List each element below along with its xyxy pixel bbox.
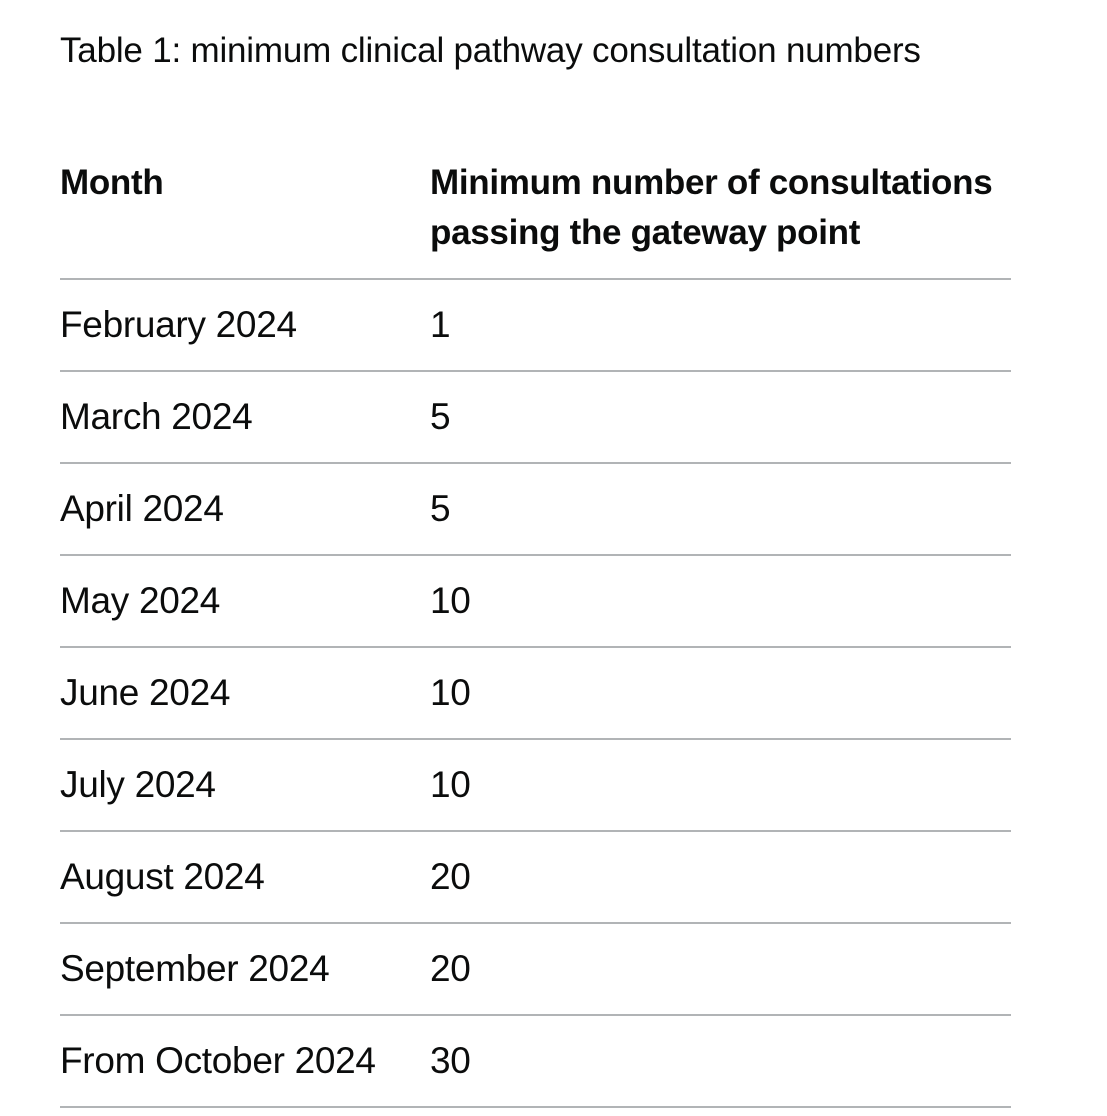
table-row: July 2024 10	[60, 739, 1011, 832]
consultation-table-container: Month Minimum number of consultations pa…	[60, 156, 1011, 1108]
cell-month: June 2024	[60, 647, 430, 740]
cell-minimum: 10	[430, 555, 1011, 648]
cell-minimum: 20	[430, 923, 1011, 1016]
cell-minimum: 10	[430, 647, 1011, 740]
cell-minimum: 1	[430, 279, 1011, 372]
table-header-row: Month Minimum number of consultations pa…	[60, 156, 1011, 280]
table-row: June 2024 10	[60, 647, 1011, 740]
cell-month: August 2024	[60, 831, 430, 924]
cell-month: March 2024	[60, 371, 430, 464]
table-row: August 2024 20	[60, 831, 1011, 924]
cell-minimum: 20	[430, 831, 1011, 924]
header-minimum-consultations: Minimum number of consultations passing …	[430, 156, 1011, 280]
table-row: February 2024 1	[60, 279, 1011, 372]
cell-minimum: 5	[430, 463, 1011, 556]
cell-minimum: 5	[430, 371, 1011, 464]
table-row: April 2024 5	[60, 463, 1011, 556]
table-row: September 2024 20	[60, 923, 1011, 1016]
cell-minimum: 30	[430, 1015, 1011, 1108]
cell-month: July 2024	[60, 739, 430, 832]
cell-month: May 2024	[60, 555, 430, 648]
cell-month: From October 2024	[60, 1015, 430, 1108]
consultation-numbers-table: Month Minimum number of consultations pa…	[60, 156, 1011, 1108]
table-row: March 2024 5	[60, 371, 1011, 464]
cell-month: September 2024	[60, 923, 430, 1016]
table-row: May 2024 10	[60, 555, 1011, 648]
cell-month: February 2024	[60, 279, 430, 372]
table-row: From October 2024 30	[60, 1015, 1011, 1108]
table-caption: Table 1: minimum clinical pathway consul…	[60, 31, 921, 70]
header-month: Month	[60, 156, 430, 280]
cell-month: April 2024	[60, 463, 430, 556]
cell-minimum: 10	[430, 739, 1011, 832]
